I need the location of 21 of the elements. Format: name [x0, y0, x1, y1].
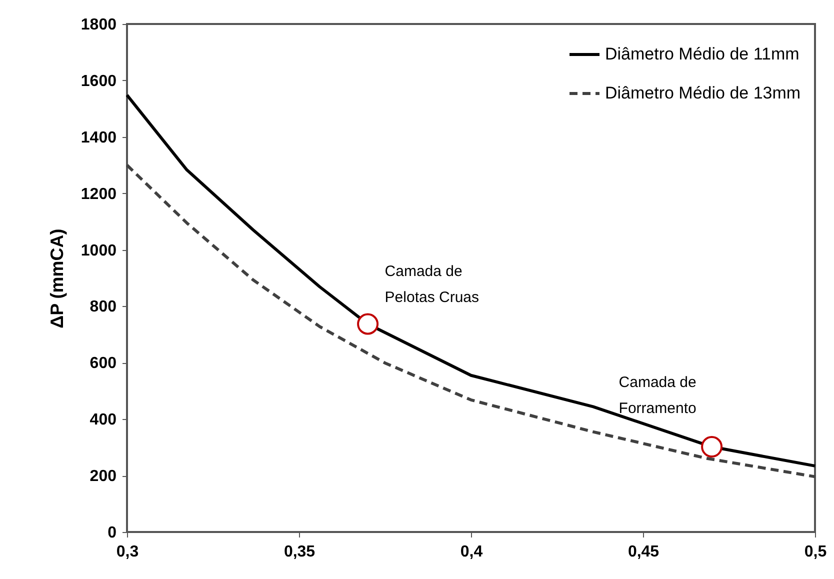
y-tick-label: 400: [90, 412, 117, 429]
legend-label: Diâmetro Médio de 11mm: [605, 44, 800, 64]
y-axis-title: ΔP (mmCA): [46, 228, 67, 328]
y-tick-label: 1600: [80, 72, 117, 90]
x-tick-label: 0,3: [116, 544, 139, 560]
y-tick-label: 0: [108, 524, 117, 542]
x-tick-label: 0,35: [284, 544, 316, 560]
y-tick-label: 800: [90, 298, 117, 316]
y-tick-label: 1800: [80, 16, 117, 34]
y-tick-label: 1400: [80, 129, 117, 146]
x-tick-label: 0,45: [628, 544, 660, 560]
x-tick-label: 0,4: [460, 544, 483, 560]
y-tick-label: 1000: [80, 242, 117, 260]
y-tick-label: 600: [90, 355, 117, 372]
y-tick-label: 200: [90, 468, 117, 486]
line-series: [126, 164, 816, 478]
annotation: Camada de Forramento: [618, 374, 696, 417]
legend-label: Diâmetro Médio de 13mm: [605, 84, 801, 102]
annotation: Camada de Pelotas Cruas: [384, 263, 480, 306]
x-tick-label: 0,5: [804, 544, 827, 560]
y-tick-label: 1200: [80, 186, 117, 203]
